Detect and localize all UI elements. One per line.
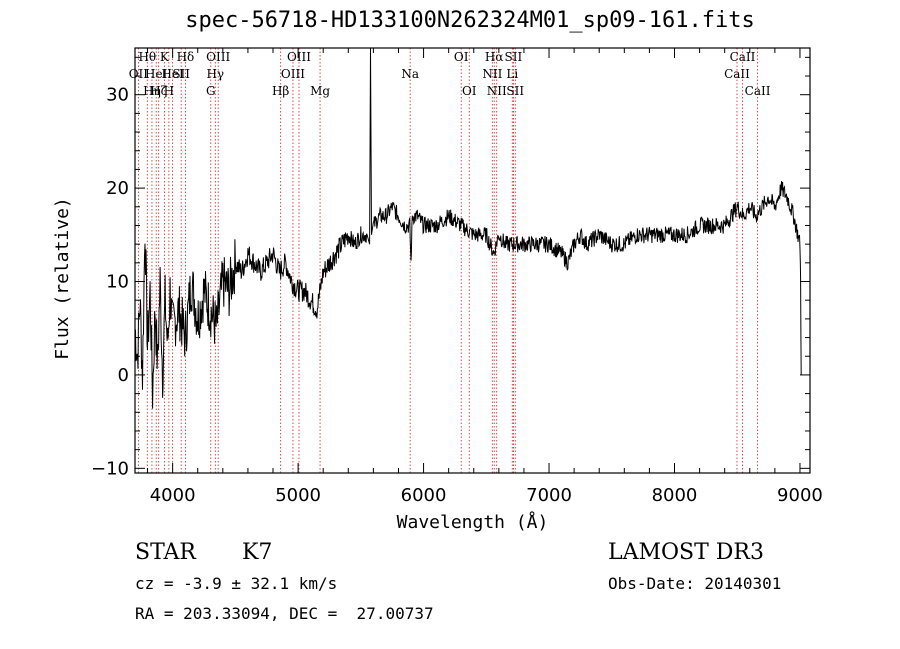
line-label-7: HeI [161, 67, 184, 81]
line-label-10: G [206, 84, 216, 98]
line-label-9: Hδ [177, 50, 195, 64]
line-label-0: OII [129, 67, 149, 81]
observation-date: Obs-Date: 20140301 [608, 574, 782, 593]
line-label-13: Hβ [272, 84, 289, 98]
plot-frame [134, 47, 811, 474]
y-tick-label-1: 0 [118, 365, 129, 386]
line-label-22: NII [487, 84, 507, 98]
line-label-3: HeI [145, 67, 168, 81]
line-label-23: Li [506, 67, 518, 81]
line-label-18: OI [454, 50, 469, 64]
line-label-1: Hθ [138, 50, 156, 64]
line-label-19: OI [462, 84, 477, 98]
y-tick-label-0: −10 [91, 458, 129, 479]
line-label-12: OIII [206, 50, 230, 64]
x-tick-label-3: 7000 [526, 485, 572, 506]
x-tick-label-4: 8000 [652, 485, 698, 506]
spectral-line-markers [137, 48, 758, 473]
axis-ticks: 4000 5000 6000 7000 8000 9000 −10 0 10 20 30 [91, 48, 823, 506]
x-tick-label-2: 6000 [401, 485, 447, 506]
line-label-5: K [160, 50, 170, 64]
x-tick-label-5: 9000 [777, 485, 823, 506]
y-axis-label: Flux (relative) [52, 197, 73, 360]
ra-dec-coordinates: RA = 203.33094, DEC = 27.00737 [135, 604, 434, 623]
x-tick-label-1: 5000 [275, 485, 321, 506]
object-class: STAR [135, 540, 196, 565]
line-label-14: OIII [281, 67, 305, 81]
x-axis-label: Wavelength (Å) [397, 511, 549, 533]
redshift-cz: cz = -3.9 ± 32.1 km/s [135, 574, 338, 593]
line-label-21: Hα [485, 50, 504, 64]
line-label-15: OIII [287, 50, 311, 64]
line-label-25: SII [506, 84, 524, 98]
spectrum-series-line [134, 47, 802, 409]
line-label-4: Hζ [150, 84, 167, 98]
line-label-11: Hγ [206, 67, 224, 81]
line-label-24: SII [505, 50, 523, 64]
y-tick-label-2: 10 [106, 272, 129, 293]
line-label-17: Na [401, 67, 419, 81]
line-label-2: Hη [143, 84, 161, 98]
chart-title: spec-56718-HD133100N262324M01_sp09-161.f… [185, 8, 755, 33]
y-tick-label-3: 20 [106, 178, 129, 199]
spectral-line-labels: OIIHθHηHeIHζKHHeISIIHδGHγOIIIHβOIIIOIIIM… [129, 50, 771, 98]
line-label-16: Mg [310, 84, 330, 98]
line-label-6: H [164, 84, 174, 98]
survey-name: LAMOST DR3 [608, 540, 764, 565]
line-label-27: CaII [730, 50, 756, 64]
x-tick-label-0: 4000 [150, 485, 196, 506]
y-tick-label-4: 30 [106, 85, 129, 106]
line-label-28: CaII [745, 84, 771, 98]
line-label-20: NII [482, 67, 502, 81]
line-label-26: CaII [724, 67, 750, 81]
object-subclass: K7 [242, 540, 273, 565]
line-label-8: SII [172, 67, 190, 81]
